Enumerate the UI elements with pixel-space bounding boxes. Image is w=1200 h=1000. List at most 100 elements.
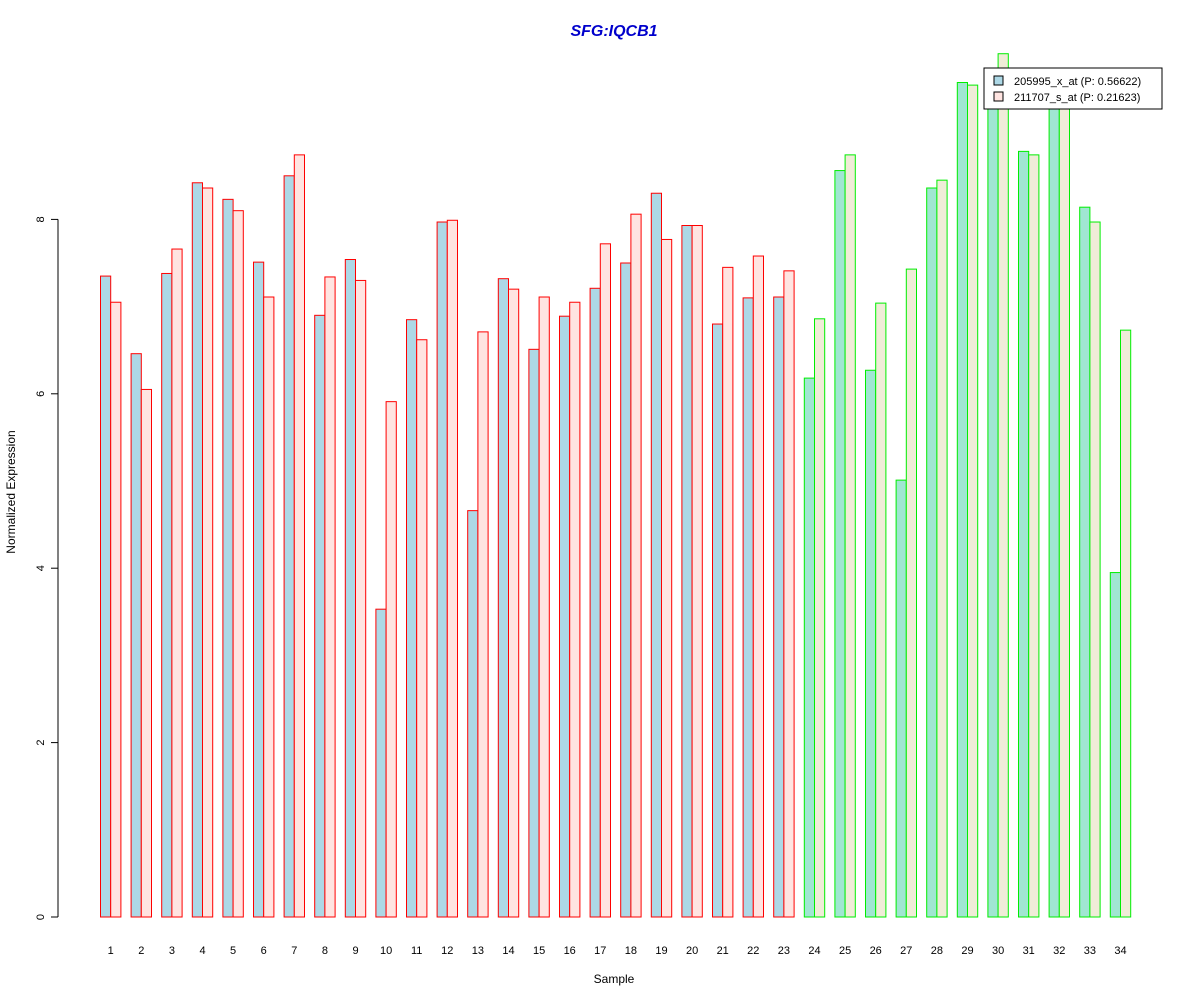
bar-series-1-sample-11 — [406, 319, 418, 918]
bar-series-2-sample-18 — [630, 213, 642, 918]
x-tick-label: 33 — [1084, 945, 1096, 957]
bar-series-1-sample-24 — [803, 377, 815, 918]
bar-series-2-sample-4 — [202, 187, 214, 918]
bar-series-2-sample-14 — [508, 288, 520, 918]
bar-series-1-sample-29 — [956, 81, 968, 918]
bar-series-2-sample-22 — [752, 255, 764, 918]
x-tick-label: 11 — [411, 945, 422, 957]
x-tick-label: 4 — [199, 945, 205, 957]
bar-series-1-sample-30 — [987, 79, 999, 918]
bar-series-1-sample-9 — [344, 259, 356, 918]
x-tick-label: 19 — [655, 945, 667, 957]
x-tick-label: 13 — [472, 945, 484, 957]
x-tick-label: 6 — [261, 945, 267, 957]
bar-series-2-sample-8 — [324, 276, 336, 918]
bar-series-1-sample-14 — [497, 278, 509, 918]
y-tick-label: 4 — [35, 565, 47, 571]
x-tick-label: 5 — [230, 945, 236, 957]
bar-series-1-sample-17 — [589, 287, 601, 918]
x-tick-label: 32 — [1053, 945, 1065, 957]
bar-series-2-sample-15 — [538, 296, 550, 918]
x-tick-label: 1 — [108, 945, 114, 957]
legend: 205995_x_at (P: 0.56622) 211707_s_at (P:… — [983, 67, 1163, 110]
y-tick-label: 2 — [35, 740, 47, 746]
bar-series-1-sample-4 — [191, 182, 204, 918]
bar-series-1-sample-3 — [161, 272, 173, 918]
x-tick-label: 27 — [900, 945, 912, 957]
bar-series-1-sample-10 — [375, 608, 387, 918]
x-tick-label: 10 — [380, 945, 392, 957]
bar-series-2-sample-20 — [691, 225, 703, 918]
bar-series-1-sample-8 — [314, 314, 326, 918]
bar-series-2-sample-25 — [844, 154, 856, 918]
bar-series-2-sample-9 — [355, 279, 367, 918]
legend-label-series-1: 205995_x_at (P: 0.56622) — [1014, 76, 1141, 88]
bar-series-1-sample-6 — [253, 261, 265, 918]
legend-box — [983, 67, 1163, 110]
bar-series-2-sample-13 — [477, 331, 489, 918]
x-tick-label: 18 — [625, 945, 637, 957]
x-tick-label: 24 — [808, 945, 820, 957]
bar-series-1-sample-12 — [436, 221, 448, 918]
bar-series-1-sample-5 — [222, 198, 234, 918]
x-tick-label: 3 — [169, 945, 175, 957]
x-tick-label: 8 — [322, 945, 328, 957]
bar-series-2-sample-28 — [936, 179, 948, 918]
x-tick-label: 22 — [747, 945, 759, 957]
bar-series-1-sample-20 — [681, 225, 693, 918]
bar-series-2-sample-21 — [722, 266, 734, 918]
x-tick-label: 28 — [931, 945, 943, 957]
x-tick-label: 20 — [686, 945, 698, 957]
y-axis-label: Normalized Expression — [4, 430, 18, 553]
bar-series-2-sample-19 — [661, 238, 673, 918]
bar-series-2-sample-16 — [569, 301, 581, 918]
bar-series-1-sample-15 — [528, 348, 540, 918]
bar-series-1-sample-32 — [1048, 88, 1060, 918]
x-tick-label: 12 — [441, 945, 453, 957]
y-tick-label: 8 — [35, 216, 47, 222]
bar-series-1-sample-28 — [926, 187, 938, 918]
x-tick-label: 7 — [291, 945, 297, 957]
bar-series-1-sample-25 — [834, 170, 846, 918]
bar-series-2-sample-10 — [385, 401, 397, 918]
legend-swatch-series-1 — [993, 75, 1004, 86]
x-tick-label: 30 — [992, 945, 1004, 957]
bar-series-1-sample-23 — [773, 296, 785, 918]
x-tick-label: 34 — [1114, 945, 1126, 957]
legend-label-series-2: 211707_s_at (P: 0.21623) — [1014, 92, 1140, 104]
bar-series-1-sample-19 — [650, 192, 662, 918]
bar-series-2-sample-34 — [1120, 329, 1132, 918]
bar-series-2-sample-5 — [232, 210, 244, 918]
bar-series-2-sample-26 — [875, 302, 887, 918]
chart-title: SFG:IQCB1 — [570, 23, 657, 40]
x-tick-label: 16 — [564, 945, 576, 957]
y-tick-label: 0 — [35, 914, 47, 920]
bar-series-1-sample-31 — [1018, 150, 1030, 918]
x-tick-label: 14 — [502, 945, 514, 957]
legend-swatch-series-2 — [993, 91, 1004, 102]
x-tick-label: 15 — [533, 945, 545, 957]
bar-series-1-sample-7 — [283, 175, 295, 918]
bar-series-2-sample-33 — [1089, 221, 1101, 918]
x-tick-label: 9 — [352, 945, 358, 957]
bar-series-2-sample-11 — [416, 339, 428, 918]
bar-series-2-sample-1 — [110, 301, 122, 918]
x-tick-label: 26 — [870, 945, 882, 957]
bar-series-2-sample-30 — [997, 53, 1009, 918]
x-tick-labels: 1 2 3 4 5 6 7 8 9 10 11 12 13 14 15 16 17 18 19 20 21 22 23 24 2… — [108, 945, 1127, 957]
bar-series-1-sample-16 — [559, 315, 571, 918]
bar-series-1-sample-34 — [1109, 572, 1122, 918]
bar-series-1-sample-26 — [865, 369, 877, 918]
bar-series-2-sample-2 — [140, 388, 153, 918]
bar-series-1-sample-22 — [742, 297, 754, 918]
bars-group — [100, 53, 1132, 918]
bar-series-2-sample-12 — [446, 219, 458, 918]
y-axis: 0 2 4 6 8 — [35, 216, 59, 920]
x-tick-label: 2 — [138, 945, 144, 957]
bar-series-1-sample-13 — [467, 510, 479, 918]
x-tick-label: 29 — [961, 945, 973, 957]
x-tick-label: 17 — [594, 945, 606, 957]
bar-series-2-sample-32 — [1058, 88, 1071, 918]
bar-series-2-sample-3 — [171, 248, 183, 918]
bar-series-2-sample-17 — [599, 243, 611, 918]
